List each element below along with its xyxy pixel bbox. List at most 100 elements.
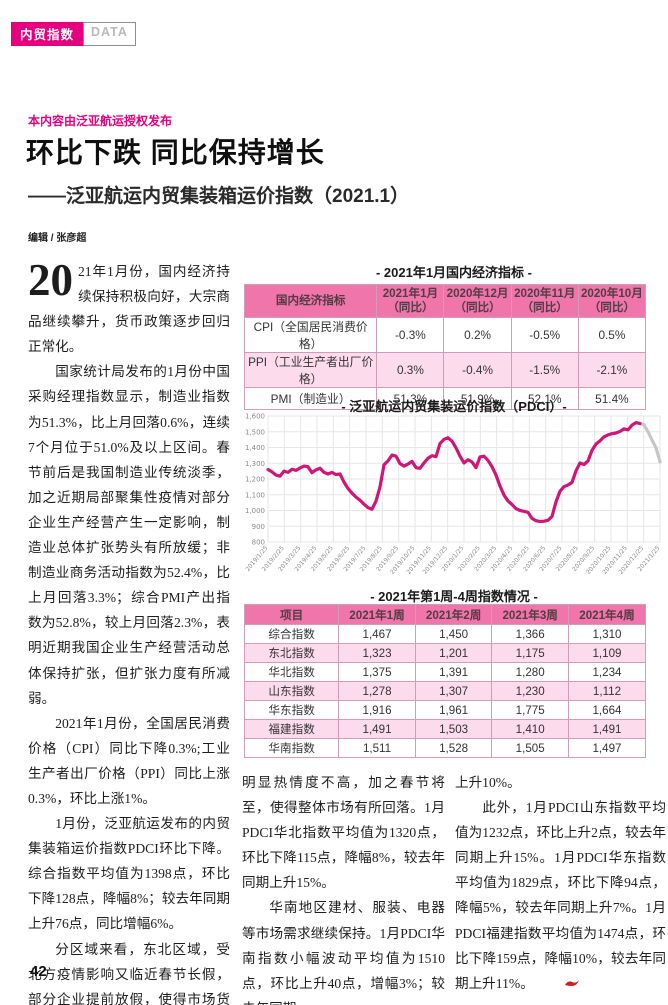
table-cell: 1,491 bbox=[567, 719, 647, 739]
paragraph: 分区域来看，东北区域，受北方疫情影响又临近春节长假，部分企业提前放假，使得市场货… bbox=[28, 941, 230, 1005]
table-cell: CPI（全国居民消费价格） bbox=[243, 317, 378, 353]
paragraph: 上升10%。 bbox=[455, 775, 521, 790]
table-cell: 1,467 bbox=[338, 624, 416, 644]
section-tag-en: DATA bbox=[83, 22, 136, 46]
table-cell: 1,505 bbox=[491, 738, 569, 758]
table-cell: 1,366 bbox=[491, 624, 569, 644]
table-cell: 1,450 bbox=[414, 624, 493, 644]
table-row: 华东指数 1,916 1,961 1,775 1,664 bbox=[243, 700, 647, 720]
table-header-cell: 2020年10月 （同比） bbox=[577, 284, 647, 318]
table-cell: 52.1% bbox=[510, 387, 579, 410]
dropcap: 20 bbox=[28, 255, 73, 305]
table-cell: -0.4% bbox=[443, 352, 512, 388]
table-cell: 0.2% bbox=[443, 317, 512, 353]
table-cell: -2.1% bbox=[577, 352, 647, 388]
table-cell: 51.9% bbox=[443, 387, 512, 410]
svg-text:900: 900 bbox=[252, 523, 265, 531]
table-header-cell: 项目 bbox=[243, 604, 340, 625]
table-header-cell: 2021年1周 bbox=[338, 604, 416, 625]
table-row: 福建指数 1,491 1,503 1,410 1,491 bbox=[243, 719, 647, 739]
table-cell: 1,410 bbox=[491, 719, 569, 739]
table-row: 华北指数 1,375 1,391 1,280 1,234 bbox=[243, 662, 647, 682]
table-cell: PMI（制造业） bbox=[243, 387, 378, 410]
svg-text:1,400: 1,400 bbox=[245, 444, 265, 452]
table-cell: 1,323 bbox=[338, 643, 416, 663]
text-column-left: 20 21年1月份，国内经济持续保持积极向好，大宗商品继续攀升，货币政策逐步回归正… bbox=[28, 255, 230, 1005]
table-cell: 1,112 bbox=[567, 681, 647, 701]
text-column-middle: 明显热情度不高，加之春节将至，使得整体市场有所回落。1月PDCI华北指数平均值为… bbox=[242, 770, 445, 1005]
svg-text:800: 800 bbox=[252, 539, 265, 547]
svg-text:1,300: 1,300 bbox=[245, 460, 265, 468]
table-cell: 1,109 bbox=[567, 643, 647, 663]
text-column-right: 上升10%。 此外，1月PDCI山东指数平均值为1232点，环比上升2点，较去年… bbox=[455, 770, 666, 996]
table-cell: 1,175 bbox=[491, 643, 569, 663]
table-cell: 1,375 bbox=[338, 662, 416, 682]
table-row: 东北指数 1,323 1,201 1,175 1,109 bbox=[243, 643, 647, 663]
table-cell: 1,234 bbox=[567, 662, 647, 682]
paragraph: 此外，1月PDCI山东指数平均值为1232点，环比上升2点，较去年同期上升15%… bbox=[455, 795, 666, 996]
pdci-chart: 1,600 1,500 1,400 1,300 1,200 1,100 1,000 900 80… bbox=[242, 410, 666, 580]
article-end-icon bbox=[537, 971, 580, 996]
table-cell: 1,280 bbox=[491, 662, 569, 682]
table-cell: 1,307 bbox=[414, 681, 493, 701]
table-cell: 51.4% bbox=[577, 387, 647, 410]
table-header-cell: 2020年12月 （同比） bbox=[443, 284, 512, 318]
editor-byline: 编辑 / 张彦超 bbox=[28, 233, 87, 244]
svg-text:1,100: 1,100 bbox=[245, 491, 265, 499]
table-cell: 1,664 bbox=[567, 700, 647, 720]
paragraph: 1月份，泛亚航运发布的内贸集装箱运价指数PDCI环比下降。综合指数平均值为139… bbox=[28, 816, 230, 932]
weekly-index-table: 项目 2021年1周 2021年2周 2021年3周 2021年4周 综合指数 … bbox=[243, 604, 647, 758]
table-cell: PPI（工业生产者出厂价格） bbox=[243, 352, 378, 388]
table-cell: 0.5% bbox=[577, 317, 647, 353]
table-cell: 0.3% bbox=[376, 352, 445, 388]
paragraph: 国家统计局发布的1月份中国采购经理指数显示，制造业指数为51.3%，比上月回落0… bbox=[28, 364, 230, 706]
section-tag: 内贸指数 DATA bbox=[11, 22, 136, 46]
paragraph: 2021年1月份，全国居民消费价格（CPI）同比下降0.3%;工业生产者出厂价格… bbox=[28, 715, 230, 806]
chart-title: - 泛亚航运内贸集装运价指数（PDCI）- bbox=[341, 399, 567, 414]
table-cell: 1,503 bbox=[414, 719, 493, 739]
paragraph-text: 21年1月份，国内经济持续保持积极向好，大宗商品继续攀升，货币政策逐步回归正常化… bbox=[28, 264, 230, 355]
table-header-row: 项目 2021年1周 2021年2周 2021年3周 2021年4周 bbox=[243, 604, 647, 625]
table-cell: 1,278 bbox=[338, 681, 416, 701]
table2-title: - 2021年第1周-4周指数情况 - bbox=[370, 589, 538, 604]
table-row: 综合指数 1,467 1,450 1,366 1,310 bbox=[243, 624, 647, 644]
table-cell: 1,916 bbox=[338, 700, 416, 720]
page-subtitle: ——泛亚航运内贸集装箱运价指数（2021.1） bbox=[28, 186, 410, 207]
authorized-label: 本内容由泛亚航运授权发布 bbox=[28, 114, 173, 128]
paragraph-text: 此外，1月PDCI山东指数平均值为1232点，环比上升2点，较去年同期上升15%… bbox=[455, 800, 666, 991]
table-cell: -1.5% bbox=[510, 352, 579, 388]
table-header-cell: 国内经济指标 bbox=[243, 284, 378, 318]
table-row: 山东指数 1,278 1,307 1,230 1,112 bbox=[243, 681, 647, 701]
table-cell: 1,775 bbox=[491, 700, 569, 720]
table-cell: 1,310 bbox=[567, 624, 647, 644]
svg-text:1,200: 1,200 bbox=[245, 476, 265, 484]
table1-title: - 2021年1月国内经济指标 - bbox=[375, 265, 533, 280]
table-row: 华南指数 1,511 1,528 1,505 1,497 bbox=[243, 738, 647, 758]
table-cell: 1,511 bbox=[338, 738, 416, 758]
table-cell: 1,201 bbox=[414, 643, 493, 663]
table-header-cell: 2020年11月 （同比） bbox=[510, 284, 579, 318]
svg-text:1,600: 1,600 bbox=[245, 413, 265, 421]
table-header-cell: 2021年2周 bbox=[414, 604, 493, 625]
table-cell: 华南指数 bbox=[243, 738, 340, 758]
page-number: 42 bbox=[30, 963, 47, 980]
table-row: PPI（工业生产者出厂价格） 0.3% -0.4% -1.5% -2.1% bbox=[243, 352, 647, 388]
table-header-cell: 2021年3周 bbox=[491, 604, 569, 625]
table-header-cell: 2021年4周 bbox=[567, 604, 647, 625]
table-cell: 1,497 bbox=[567, 738, 647, 758]
economic-indicators-table: 国内经济指标 2021年1月 （同比） 2020年12月 （同比） 2020年1… bbox=[243, 284, 647, 410]
table-cell: 山东指数 bbox=[243, 681, 340, 701]
paragraph: 华南地区建材、服装、电器等市场需求继续保持。1月PDCI华南指数小幅波动平均值为… bbox=[242, 900, 445, 1005]
table-cell: 1,491 bbox=[338, 719, 416, 739]
table-row: PMI（制造业） 51.3% 51.9% 52.1% 51.4% bbox=[243, 387, 647, 410]
table-cell: 华东指数 bbox=[243, 700, 340, 720]
table-header-row: 国内经济指标 2021年1月 （同比） 2020年12月 （同比） 2020年1… bbox=[243, 284, 647, 318]
svg-text:1,000: 1,000 bbox=[245, 507, 265, 515]
table-row: CPI（全国居民消费价格） -0.3% 0.2% -0.5% 0.5% bbox=[243, 317, 647, 353]
table-cell: 华北指数 bbox=[243, 662, 340, 682]
table-cell: 福建指数 bbox=[243, 719, 340, 739]
table-cell: 1,230 bbox=[491, 681, 569, 701]
table-cell: 东北指数 bbox=[243, 643, 340, 663]
page-title: 环比下跌 同比保持增长 bbox=[26, 137, 325, 168]
